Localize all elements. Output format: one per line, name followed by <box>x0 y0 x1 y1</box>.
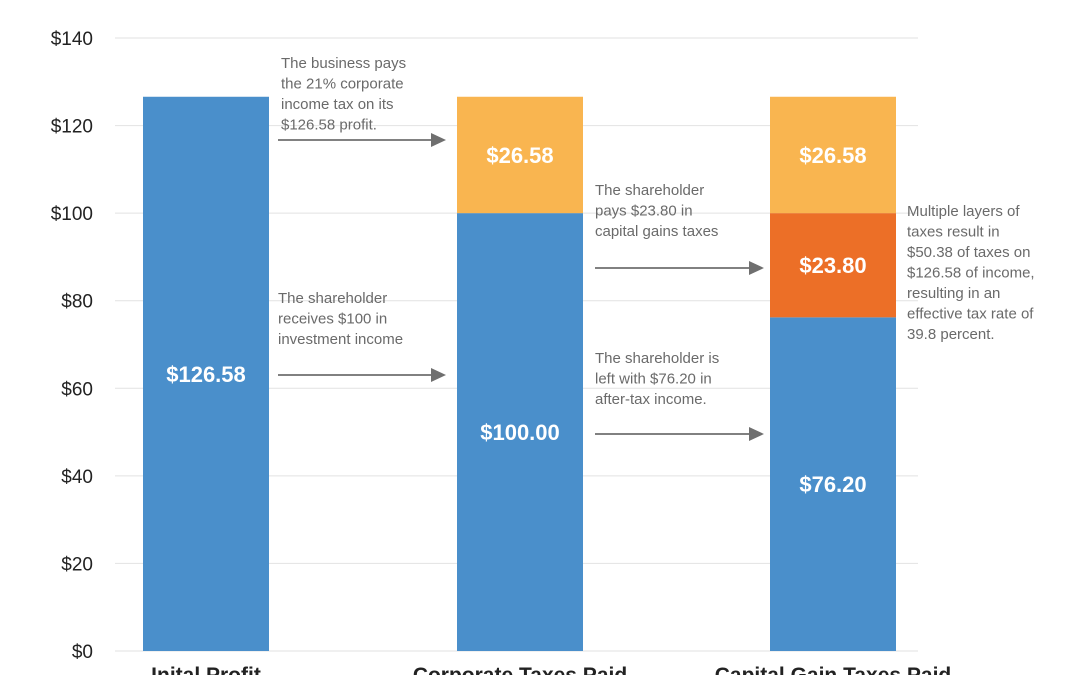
arrow <box>595 261 764 275</box>
bar-segment <box>770 213 896 318</box>
bar-value-label: $126.58 <box>166 362 246 387</box>
category-label: Capital Gain Taxes Paid <box>715 664 952 675</box>
bar-value-label: $26.58 <box>486 143 553 168</box>
y-tick-label: $140 <box>51 29 93 50</box>
category-label: Corporate Taxes Paid <box>413 664 627 675</box>
y-tick-label: $0 <box>72 642 93 663</box>
y-tick-label: $20 <box>61 554 93 575</box>
arrow <box>278 133 446 147</box>
bar-segment <box>143 96 269 651</box>
annotation-text: The shareholder receives $100 in investmen… <box>278 290 403 348</box>
y-tick-label: $40 <box>61 467 93 488</box>
bar-value-label: $76.20 <box>799 472 866 497</box>
bar-value-label: $100.00 <box>480 420 560 445</box>
category-label: Inital Profit <box>151 664 261 675</box>
bar-segment <box>770 317 896 651</box>
y-tick-label: $100 <box>51 204 93 225</box>
arrow <box>278 368 446 382</box>
annotation-text: The shareholder pays $23.80 in capital gai… <box>595 182 718 240</box>
y-tick-label: $120 <box>51 117 93 138</box>
annotation-text: Multiple layers of taxes result in $50.38 … <box>907 203 1035 343</box>
bar-segment <box>457 96 583 214</box>
annotation-text: The business pays the 21% corporate income… <box>281 55 406 134</box>
bar-segment <box>770 96 896 214</box>
y-tick-label: $80 <box>61 292 93 313</box>
bar-segment <box>457 213 583 651</box>
annotation-text: The shareholder is left with $76.20 in aft… <box>595 350 719 408</box>
y-tick-label: $60 <box>61 379 93 400</box>
arrow <box>595 427 764 441</box>
bar-value-label: $26.58 <box>799 143 866 168</box>
bar-value-label: $23.80 <box>799 253 866 278</box>
